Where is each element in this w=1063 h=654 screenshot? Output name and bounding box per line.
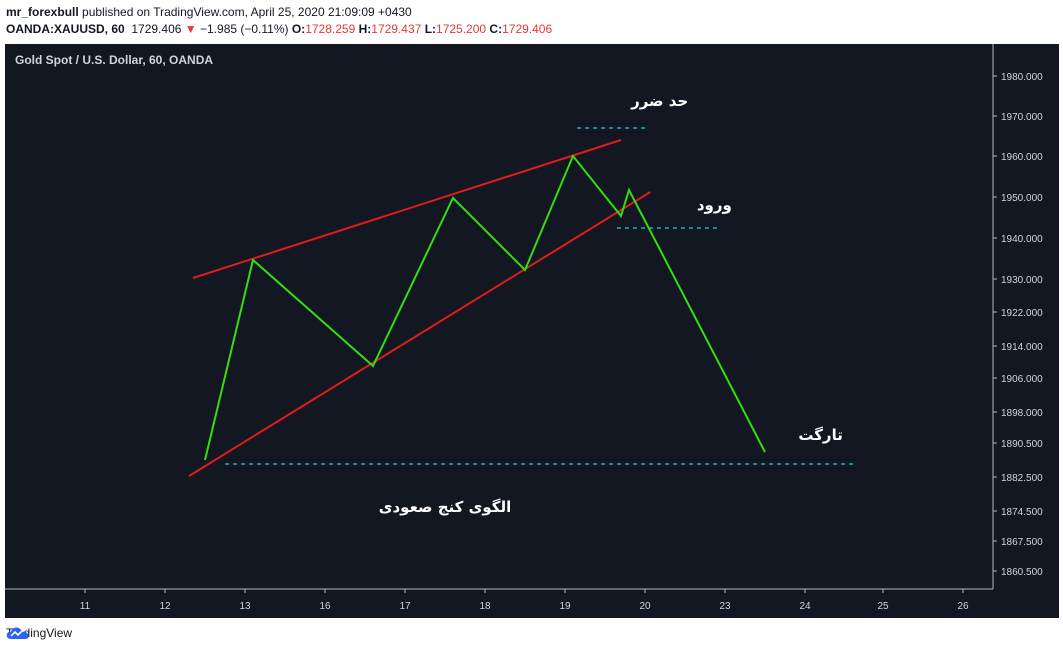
high-label: H: <box>358 22 372 36</box>
price-tick-label: 1950.000 <box>1001 193 1043 204</box>
chart-area[interactable]: 1980.000 1970.000 1960.000 1950.000 1940.000… <box>5 44 1059 618</box>
low-label: L: <box>424 22 437 36</box>
time-tick-label: 26 <box>957 601 969 612</box>
price-tick-label: 1890.500 <box>1001 439 1043 450</box>
price-tick-label: 1914.000 <box>1001 342 1043 353</box>
open-value: 1728.259 <box>305 22 356 36</box>
close-value: 1729.406 <box>502 22 553 36</box>
price-tick-label: 1970.000 <box>1001 112 1043 123</box>
time-tick-label: 16 <box>319 601 331 612</box>
price-change: −1.985 (−0.11%) <box>200 22 289 36</box>
upper-trendline <box>192 139 622 279</box>
low-value: 1725.200 <box>436 22 487 36</box>
high-value: 1729.437 <box>371 22 422 36</box>
chart-svg[interactable]: 1980.000 1970.000 1960.000 1950.000 1940.000… <box>5 44 1059 618</box>
price-path-line <box>204 154 766 461</box>
symbol-name: OANDA:XAUUSD, 60 <box>6 22 125 36</box>
time-tick-label: 13 <box>239 601 251 612</box>
publish-info: published on TradingView.com, April 25, … <box>78 5 412 19</box>
price-tick-label: 1930.000 <box>1001 275 1043 286</box>
down-arrow-icon: ▼ <box>184 22 197 36</box>
time-tick-label: 11 <box>80 601 91 612</box>
symbol-line: OANDA:XAUUSD, 60 1729.406 ▼ −1.985 (−0.1… <box>6 22 552 36</box>
time-tick-label: 12 <box>159 601 171 612</box>
time-tick-label: 17 <box>399 601 411 612</box>
time-tick-label: 18 <box>479 601 491 612</box>
cloud-icon <box>6 627 29 639</box>
author-name[interactable]: mr_forexbull <box>6 5 79 19</box>
lower-trendline <box>188 191 651 477</box>
chart-background <box>5 44 1059 618</box>
price-tick-label: 1882.500 <box>1001 473 1043 484</box>
tradingview-logo[interactable]: TradingView <box>6 626 72 640</box>
price-tick-label: 1874.500 <box>1001 507 1043 518</box>
stop-loss-label: حد ضرر <box>630 92 688 110</box>
open-label: O: <box>291 22 306 36</box>
entry-label: ورود <box>697 196 732 214</box>
target-label: تارگت <box>798 426 843 444</box>
price-tick-label: 1860.500 <box>1001 567 1043 578</box>
time-tick-label: 20 <box>639 601 651 612</box>
price-tick-label: 1922.000 <box>1001 308 1043 319</box>
price-tick-label: 1940.000 <box>1001 234 1043 245</box>
publish-line: mr_forexbull published on TradingView.co… <box>6 5 412 19</box>
price-tick-label: 1906.000 <box>1001 374 1043 385</box>
time-tick-label: 23 <box>719 601 731 612</box>
close-label: C: <box>489 22 503 36</box>
pattern-label: الگوی کنج صعودی <box>379 498 512 516</box>
price-tick-label: 1898.000 <box>1001 408 1043 419</box>
price-tick-label: 1867.500 <box>1001 537 1043 548</box>
price-tick-label: 1980.000 <box>1001 72 1043 83</box>
price-tick-label: 1960.000 <box>1001 152 1043 163</box>
last-price: 1729.406 <box>131 22 182 36</box>
chart-title: Gold Spot / U.S. Dollar, 60, OANDA <box>15 53 213 67</box>
time-tick-label: 25 <box>877 601 889 612</box>
time-tick-label: 24 <box>799 601 811 612</box>
time-tick-label: 19 <box>559 601 571 612</box>
